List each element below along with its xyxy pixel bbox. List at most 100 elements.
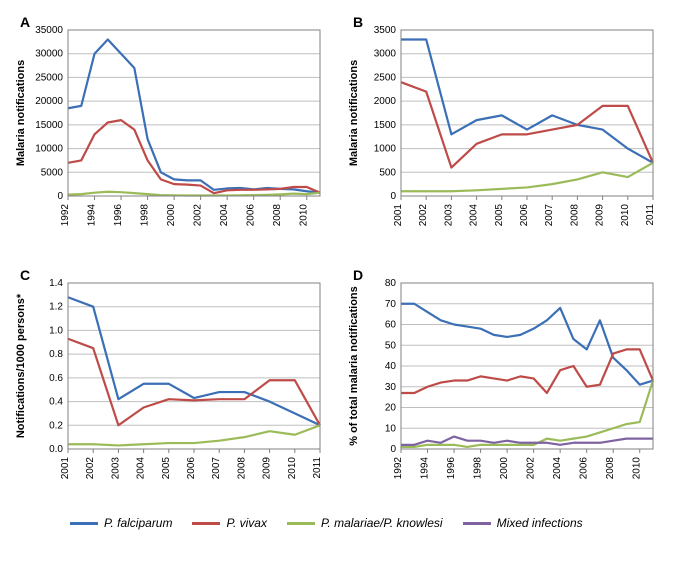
svg-text:35000: 35000 <box>35 25 63 36</box>
svg-text:5000: 5000 <box>41 167 64 178</box>
svg-text:2000: 2000 <box>374 96 397 107</box>
panel-d-svg: 0 10 20 30 40 50 60 70 80 1992 1994 1996 1998 2000 200… <box>343 263 663 503</box>
panel-c: C 0.00.20.40.60.81.01.21.420012002200320… <box>10 263 331 508</box>
svg-text:2010: 2010 <box>632 457 643 480</box>
legend-swatch <box>463 522 491 525</box>
svg-text:1992: 1992 <box>60 204 71 227</box>
svg-text:80: 80 <box>385 278 397 289</box>
svg-text:Notifications/1000 persons*: Notifications/1000 persons* <box>15 293 27 438</box>
svg-text:2006: 2006 <box>186 457 197 480</box>
svg-text:3500: 3500 <box>374 25 397 36</box>
svg-text:0: 0 <box>390 444 396 455</box>
legend-label: Mixed infections <box>497 516 583 530</box>
svg-text:0.2: 0.2 <box>49 420 63 431</box>
panel-b-label: B <box>353 14 363 30</box>
legend-label: P. falciparum <box>104 516 172 530</box>
svg-text:2004: 2004 <box>552 457 563 480</box>
svg-text:2008: 2008 <box>569 204 580 227</box>
svg-text:2010: 2010 <box>287 457 298 480</box>
svg-text:0: 0 <box>57 191 63 202</box>
svg-text:2008: 2008 <box>272 204 283 227</box>
panel-a-label: A <box>20 14 30 30</box>
legend: P. falciparum P. vivax P. malariae/P. know… <box>10 508 664 532</box>
svg-text:0.4: 0.4 <box>49 397 63 408</box>
legend-item-falciparum: P. falciparum <box>70 516 172 530</box>
svg-text:2002: 2002 <box>85 457 96 480</box>
panel-c-label: C <box>20 267 30 283</box>
svg-text:15000: 15000 <box>35 120 63 131</box>
svg-text:2003: 2003 <box>443 204 454 227</box>
legend-item-malariae_knowlesi: P. malariae/P. knowlesi <box>287 516 443 530</box>
panel-d: D 0 10 20 30 40 50 60 70 80 1992 1994 1996 1998 2000 2… <box>343 263 664 508</box>
svg-text:10: 10 <box>385 423 397 434</box>
svg-text:2005: 2005 <box>161 457 172 480</box>
svg-text:60: 60 <box>385 320 397 331</box>
svg-text:30000: 30000 <box>35 49 63 60</box>
legend-swatch <box>70 522 98 525</box>
svg-text:1996: 1996 <box>113 204 124 227</box>
svg-text:2008: 2008 <box>605 457 616 480</box>
svg-text:2001: 2001 <box>393 204 404 227</box>
svg-text:1994: 1994 <box>87 204 98 227</box>
legend-label: P. malariae/P. knowlesi <box>321 516 443 530</box>
svg-text:1992: 1992 <box>393 457 404 480</box>
svg-text:2006: 2006 <box>246 204 257 227</box>
svg-text:10000: 10000 <box>35 144 63 155</box>
svg-text:20: 20 <box>385 403 397 414</box>
legend-swatch <box>192 522 220 525</box>
svg-text:20000: 20000 <box>35 96 63 107</box>
svg-text:2003: 2003 <box>110 457 121 480</box>
svg-text:40: 40 <box>385 361 397 372</box>
svg-text:2001: 2001 <box>60 457 71 480</box>
svg-text:2007: 2007 <box>544 204 555 227</box>
svg-text:0.6: 0.6 <box>49 373 63 384</box>
svg-text:2011: 2011 <box>645 204 656 226</box>
svg-text:25000: 25000 <box>35 72 63 83</box>
svg-text:1998: 1998 <box>473 457 484 480</box>
svg-text:2009: 2009 <box>262 457 273 480</box>
svg-text:2002: 2002 <box>526 457 537 480</box>
legend-item-mixed: Mixed infections <box>463 516 583 530</box>
svg-text:% of total malaria notificatio: % of total malaria notifications <box>348 286 360 446</box>
svg-text:1994: 1994 <box>420 457 431 480</box>
svg-text:2010: 2010 <box>299 204 310 227</box>
svg-text:2010: 2010 <box>620 204 631 227</box>
svg-text:2000: 2000 <box>499 457 510 480</box>
svg-text:1.0: 1.0 <box>49 325 63 336</box>
svg-text:2004: 2004 <box>219 204 230 227</box>
svg-text:0.0: 0.0 <box>49 444 63 455</box>
svg-text:500: 500 <box>379 167 396 178</box>
panel-c-svg: 0.00.20.40.60.81.01.21.42001200220032004… <box>10 263 330 503</box>
svg-text:1.2: 1.2 <box>49 302 63 313</box>
chart-grid: A 05000100001500020000250003000035000199… <box>10 10 664 508</box>
svg-text:1996: 1996 <box>446 457 457 480</box>
legend-item-vivax: P. vivax <box>192 516 266 530</box>
svg-text:50: 50 <box>385 340 397 351</box>
svg-text:1998: 1998 <box>140 204 151 227</box>
svg-text:2006: 2006 <box>519 204 530 227</box>
svg-text:2006: 2006 <box>579 457 590 480</box>
svg-text:1000: 1000 <box>374 144 397 155</box>
legend-swatch <box>287 522 315 525</box>
legend-label: P. vivax <box>226 516 266 530</box>
svg-text:3000: 3000 <box>374 49 397 60</box>
svg-text:70: 70 <box>385 299 397 310</box>
svg-text:2002: 2002 <box>193 204 204 227</box>
svg-text:1500: 1500 <box>374 120 397 131</box>
svg-text:2007: 2007 <box>211 457 222 480</box>
svg-text:2005: 2005 <box>494 204 505 227</box>
svg-text:Malaria notifications: Malaria notifications <box>348 60 360 166</box>
panel-b-svg: 0500100015002000250030003500200120022003… <box>343 10 663 250</box>
svg-text:0: 0 <box>390 191 396 202</box>
svg-text:30: 30 <box>385 382 397 393</box>
svg-text:2004: 2004 <box>136 457 147 480</box>
panel-a-svg: 0 5000 10000 15000 20000 25000 30000 35000 1992 1… <box>10 10 330 250</box>
svg-text:0.8: 0.8 <box>49 349 63 360</box>
panel-d-label: D <box>353 267 363 283</box>
svg-text:Malaria notifications: Malaria notifications <box>15 60 27 166</box>
panel-a: A 0 5000 10000 15000 20000 25000 30000 35000 199… <box>10 10 331 255</box>
svg-text:2000: 2000 <box>166 204 177 227</box>
panel-b: B 05001000150020002500300035002001200220… <box>343 10 664 255</box>
svg-text:2008: 2008 <box>236 457 247 480</box>
svg-text:2500: 2500 <box>374 72 397 83</box>
